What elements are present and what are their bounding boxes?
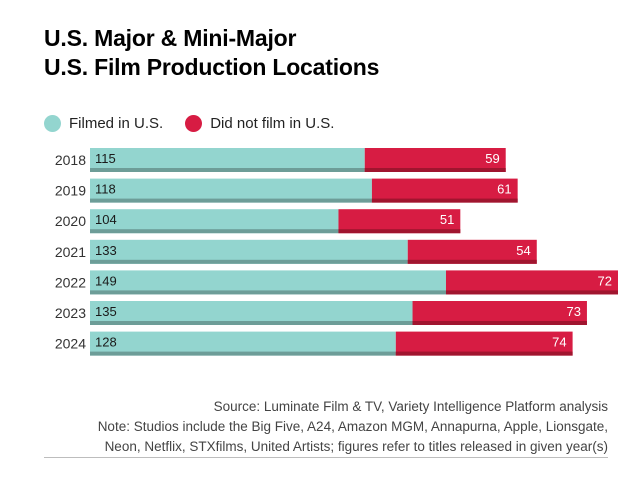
bar-shadow-did-not-film-in-us-2024	[395, 351, 573, 356]
value-label-did-not-film-in-us-2020: 51	[440, 212, 454, 227]
value-label-did-not-film-in-us-2018: 59	[485, 151, 499, 166]
legend-label-did-not-film-in-us: Did not film in U.S.	[210, 114, 335, 132]
source-note: Source: Luminate Film & TV, Variety Inte…	[213, 399, 608, 414]
category-label-2021: 2021	[55, 244, 86, 260]
chart-title: U.S. Major & Mini-Major U.S. Film Produc…	[44, 24, 379, 82]
value-label-did-not-film-in-us-2023: 73	[566, 304, 580, 319]
bar-shadow-filmed-in-us-2019	[90, 198, 372, 203]
bar-shadow-filmed-in-us-2021	[90, 259, 408, 264]
bar-shadow-did-not-film-in-us-2022	[445, 290, 618, 295]
value-label-did-not-film-in-us-2021: 54	[516, 243, 530, 258]
value-label-did-not-film-in-us-2022: 72	[598, 273, 612, 288]
bar-shadow-did-not-film-in-us-2018	[364, 168, 506, 172]
bar-shadow-filmed-in-us-2022	[90, 290, 446, 295]
value-label-filmed-in-us-2021: 133	[95, 243, 117, 258]
value-label-filmed-in-us-2024: 128	[95, 335, 117, 350]
bar-shadow-filmed-in-us-2020	[90, 229, 339, 234]
chart-title-line-2: U.S. Film Production Locations	[44, 54, 380, 80]
category-label-2024: 2024	[55, 336, 86, 352]
value-label-filmed-in-us-2019: 118	[95, 182, 116, 197]
legend-item-did-not-film-in-us: Did not film in U.S.	[185, 114, 335, 132]
bar-shadow-filmed-in-us-2023	[90, 321, 413, 325]
chart-legend: Filmed in U.S. Did not film in U.S.	[44, 112, 356, 134]
value-label-did-not-film-in-us-2024: 74	[552, 335, 566, 350]
value-label-filmed-in-us-2023: 135	[95, 304, 117, 319]
category-label-2022: 2022	[55, 274, 86, 290]
studio-note-line-2: Neon, Netflix, STXfilms, United Artists;…	[104, 439, 608, 454]
stacked-bar-chart: 2018 115 59 2019 118 61 2020 104 51 2021 133 54 2022…	[55, 148, 618, 356]
category-label-2023: 2023	[55, 305, 86, 321]
chart-title-line-1: U.S. Major & Mini-Major	[44, 25, 297, 51]
bar-shadow-did-not-film-in-us-2021	[407, 259, 537, 264]
bar-filmed-in-us-2021	[90, 239, 408, 264]
value-label-filmed-in-us-2018: 115	[95, 151, 116, 166]
legend-swatch-filmed-in-us	[44, 114, 61, 132]
category-label-2018: 2018	[55, 152, 86, 168]
category-label-2020: 2020	[55, 213, 86, 229]
category-label-2019: 2019	[55, 183, 86, 199]
bottom-divider	[44, 457, 608, 458]
legend-item-filmed-in-us: Filmed in U.S.	[44, 114, 164, 132]
studio-note-line-1: Note: Studios include the Big Five, A24,…	[97, 419, 608, 434]
bar-shadow-did-not-film-in-us-2019	[371, 198, 518, 203]
legend-label-filmed-in-us: Filmed in U.S.	[69, 114, 164, 132]
bar-shadow-did-not-film-in-us-2020	[338, 229, 461, 234]
bar-shadow-did-not-film-in-us-2023	[412, 321, 587, 325]
chart-notes: Source: Luminate Film & TV, Variety Inte…	[8, 397, 608, 457]
value-label-filmed-in-us-2022: 149	[95, 273, 117, 288]
legend-swatch-did-not-film-in-us	[185, 114, 203, 132]
bar-shadow-filmed-in-us-2024	[90, 351, 396, 356]
bar-shadow-filmed-in-us-2018	[90, 168, 365, 172]
value-label-filmed-in-us-2020: 104	[95, 212, 117, 227]
value-label-did-not-film-in-us-2019: 61	[497, 182, 511, 197]
bar-did-not-film-in-us-2021	[407, 239, 537, 264]
